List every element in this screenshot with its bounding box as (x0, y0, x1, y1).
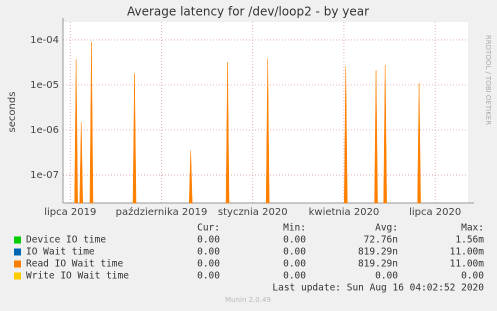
side-label: RRDTOOL / TOBI OETIKER (484, 35, 492, 125)
spike (74, 59, 78, 204)
stat-header: Min: (283, 223, 306, 234)
x-tick-label: października 2019 (116, 206, 208, 218)
spike (383, 64, 387, 204)
plot-area (63, 22, 468, 203)
chart-title: Average latency for /dev/loop2 - by year (127, 5, 369, 19)
legend-label: Write IO Wait time (26, 271, 129, 282)
stat-value: 11.00m (450, 259, 485, 270)
stat-value: 0.00 (283, 247, 306, 258)
stat-value: 0.00 (461, 271, 484, 282)
stat-value: 0.00 (283, 259, 306, 270)
spike (132, 73, 137, 204)
spike (417, 83, 421, 204)
footer: Munin 2.0.49 (225, 296, 271, 304)
y-tick-label: 1e-06 (30, 125, 59, 136)
stat-value: 0.00 (375, 271, 398, 282)
last-update: Last update: Sun Aug 16 04:02:52 2020 (272, 283, 484, 294)
legend-swatch (14, 260, 21, 268)
stat-value: 1.56m (455, 235, 484, 246)
x-tick-label: lipca 2019 (44, 207, 96, 218)
x-tick-label: lipca 2020 (409, 207, 461, 218)
stat-value: 0.00 (197, 259, 220, 270)
legend-label: Read IO Wait time (26, 259, 124, 270)
spike (225, 62, 230, 204)
legend-swatch (14, 248, 21, 256)
stat-value: 0.00 (283, 235, 306, 246)
spike (374, 70, 378, 204)
stat-value: 0.00 (197, 247, 220, 258)
spike (344, 66, 348, 204)
stat-value: 819.29n (358, 259, 398, 270)
stat-value: 819.29n (358, 247, 398, 258)
stat-header: Max: (461, 223, 484, 234)
stat-header: Cur: (197, 223, 220, 234)
x-tick-label: kwietnia 2020 (309, 207, 380, 218)
y-tick-label: 1e-04 (30, 35, 59, 46)
y-tick-label: 1e-05 (30, 80, 59, 91)
y-tick-label: 1e-07 (30, 170, 59, 181)
legend-label: IO Wait time (26, 247, 95, 258)
stat-value: 0.00 (197, 235, 220, 246)
spike (265, 58, 270, 204)
legend-swatch (14, 272, 21, 280)
legend-swatch (14, 236, 21, 244)
spike (89, 41, 94, 204)
spike (79, 122, 83, 204)
y-axis-label: seconds (7, 92, 18, 133)
stat-value: 0.00 (197, 271, 220, 282)
stat-header: Avg: (375, 223, 398, 234)
spike (188, 150, 193, 204)
stat-value: 72.76n (364, 235, 398, 246)
legend-label: Device IO time (26, 235, 106, 246)
stat-value: 11.00m (450, 247, 485, 258)
x-tick-label: stycznia 2020 (218, 207, 288, 218)
stat-value: 0.00 (283, 271, 306, 282)
